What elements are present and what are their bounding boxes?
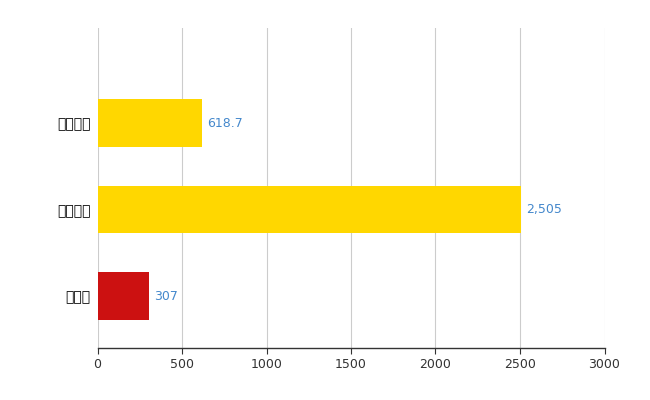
Bar — [98, 272, 150, 320]
Text: 2,505: 2,505 — [526, 203, 562, 216]
Text: 307: 307 — [155, 290, 178, 303]
Bar — [98, 186, 521, 234]
Bar — [98, 99, 202, 147]
Text: 618.7: 618.7 — [207, 117, 243, 130]
